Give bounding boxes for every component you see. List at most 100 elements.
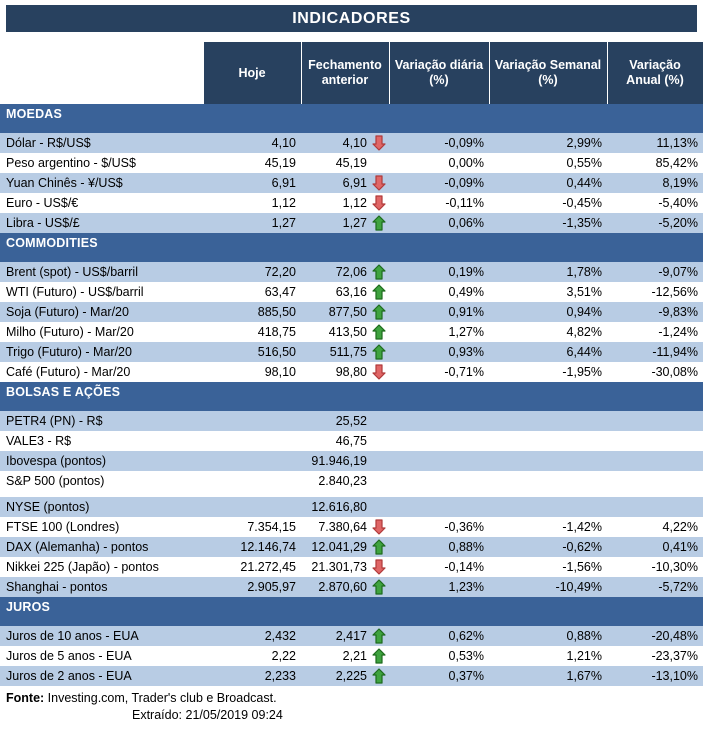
arrow-down-icon bbox=[372, 364, 386, 380]
footer-extracted-value: 21/05/2019 09:24 bbox=[185, 708, 283, 722]
cell-hoje: 1,27 bbox=[203, 213, 301, 233]
table-row[interactable]: Shanghai - pontos 2.905,97 2.870,60 1,23% -1… bbox=[0, 577, 703, 597]
cell-fechamento: 2.870,60 bbox=[301, 577, 389, 597]
cell-variacao-semanal: 1,21% bbox=[566, 649, 602, 663]
cell-variacao-anual bbox=[607, 411, 703, 431]
cell-fechamento: 511,75 bbox=[301, 342, 389, 362]
table-row[interactable]: FTSE 100 (Londres) 7.354,15 7.380,64 -0,36%… bbox=[0, 517, 703, 537]
section-band-pad bbox=[0, 123, 703, 133]
table-row[interactable]: Dólar - R$/US$ 4,10 4,10 -0,09% 2,99% 11,13% bbox=[0, 133, 703, 153]
table-row[interactable]: Café (Futuro) - Mar/20 98,10 98,80 -0,71% -1… bbox=[0, 362, 703, 382]
section-header-juros: JUROS bbox=[0, 597, 703, 616]
cell-variacao-diaria: -0,09% bbox=[389, 173, 489, 193]
footer-source-label: Fonte: bbox=[6, 691, 45, 705]
cell-hoje bbox=[203, 471, 301, 491]
cell-hoje: 4,10 bbox=[203, 133, 301, 153]
header-cell-variacao-semanal: Variação Semanal (%) bbox=[488, 42, 608, 104]
row-label: Soja (Futuro) - Mar/20 bbox=[0, 302, 203, 322]
footer-extracted: Extraído: 21/05/2019 09:24 bbox=[6, 707, 696, 724]
section-band-pad bbox=[0, 401, 703, 411]
table-row[interactable]: Peso argentino - $/US$ 45,19 45,19 0,00% 0,5… bbox=[0, 153, 703, 173]
cell-variacao-semanal: 6,44% bbox=[489, 342, 607, 362]
cell-variacao-anual: -23,37% bbox=[651, 649, 698, 663]
cell-hoje: 2,432 bbox=[203, 626, 301, 646]
row-label: Brent (spot) - US$/barril bbox=[0, 262, 203, 282]
row-label: DAX (Alemanha) - pontos bbox=[0, 537, 203, 557]
cell-variacao-anual: 0,41% bbox=[607, 537, 703, 557]
cell-hoje: 7.354,15 bbox=[247, 520, 296, 534]
cell-fechamento: 12.616,80 bbox=[301, 497, 389, 517]
cell-variacao-anual: -20,48% bbox=[607, 626, 703, 646]
row-label: Libra - US$/£ bbox=[0, 213, 203, 233]
header-cell-variacao-anual: Variação Anual (%) bbox=[606, 42, 703, 104]
table-row[interactable]: Brent (spot) - US$/barril 72,20 72,06 0,19%… bbox=[0, 262, 703, 282]
cell-fechamento: 4,10 bbox=[301, 133, 389, 153]
cell-variacao-semanal bbox=[489, 471, 607, 491]
cell-variacao-semanal: 4,82% bbox=[566, 325, 602, 339]
cell-variacao-anual bbox=[607, 497, 703, 517]
cell-fechamento: 2,417 bbox=[301, 626, 389, 646]
cell-hoje: 2,233 bbox=[203, 666, 301, 686]
table-row[interactable]: Nikkei 225 (Japão) - pontos 21.272,45 21.3… bbox=[0, 557, 703, 577]
row-label: FTSE 100 (Londres) bbox=[6, 520, 120, 534]
table-row[interactable]: Juros de 10 anos - EUA 2,432 2,417 0,62% 0,8… bbox=[0, 626, 703, 646]
cell-fechamento: 21.301,73 bbox=[301, 557, 389, 577]
table-row[interactable]: Yuan Chinês - ¥/US$ 6,91 6,91 -0,09% 0,44% 8,… bbox=[0, 173, 703, 193]
cell-variacao-diaria: 0,19% bbox=[389, 262, 489, 282]
cell-variacao-diaria: 1,27% bbox=[448, 325, 484, 339]
section-header-commodities: COMMODITIES bbox=[0, 233, 703, 252]
table-row[interactable]: VALE3 - R$ 46,75 bbox=[0, 431, 703, 451]
arrow-down-icon bbox=[372, 195, 386, 211]
table-row[interactable]: S&P 500 (pontos) 2.840,23 bbox=[0, 471, 703, 491]
section-label: BOLSAS E AÇÕES bbox=[0, 382, 703, 401]
row-label: VALE3 - R$ bbox=[6, 434, 72, 448]
table-row[interactable]: Juros de 2 anos - EUA 2,233 2,225 0,37% 1,67… bbox=[0, 666, 703, 686]
cell-variacao-anual: -1,24% bbox=[658, 325, 698, 339]
cell-hoje: 45,19 bbox=[264, 156, 296, 170]
cell-variacao-semanal: 0,44% bbox=[489, 173, 607, 193]
table-row[interactable]: Trigo (Futuro) - Mar/20 516,50 511,75 0,93%… bbox=[0, 342, 703, 362]
cell-variacao-anual: 85,42% bbox=[655, 156, 698, 170]
cell-variacao-diaria: -0,36% bbox=[444, 520, 484, 534]
row-label: NYSE (pontos) bbox=[0, 497, 203, 517]
table-row[interactable]: NYSE (pontos) 12.616,80 bbox=[0, 497, 703, 517]
table-row[interactable]: DAX (Alemanha) - pontos 12.146,74 12.041,2… bbox=[0, 537, 703, 557]
arrow-up-icon bbox=[372, 539, 386, 555]
cell-hoje: 418,75 bbox=[257, 325, 296, 339]
row-label: S&P 500 (pontos) bbox=[6, 474, 105, 488]
cell-variacao-anual: -11,94% bbox=[607, 342, 703, 362]
arrow-up-icon bbox=[372, 304, 386, 320]
footer-source-text: Investing.com, Trader's club e Broadcast… bbox=[47, 691, 277, 705]
table-body: Hoje Fechamento anterior Variação diária (… bbox=[0, 42, 703, 686]
cell-variacao-diaria: 0,93% bbox=[389, 342, 489, 362]
cell-variacao-semanal bbox=[489, 451, 607, 471]
table-row[interactable]: Ibovespa (pontos) 91.946,19 bbox=[0, 451, 703, 471]
row-label: WTI (Futuro) - US$/barril bbox=[6, 285, 144, 299]
cell-fechamento: 2,225 bbox=[301, 666, 389, 686]
arrow-down-icon bbox=[372, 135, 386, 151]
cell-variacao-semanal: 0,94% bbox=[489, 302, 607, 322]
header-cell-name bbox=[0, 42, 203, 104]
arrow-down-icon bbox=[372, 175, 386, 191]
cell-variacao-diaria: 0,06% bbox=[389, 213, 489, 233]
table-row[interactable]: Euro - US$/€ 1,12 1,12 -0,11% -0,45% -5,40% bbox=[0, 193, 703, 213]
cell-variacao-semanal bbox=[489, 431, 607, 451]
cell-fechamento: 63,16 bbox=[301, 282, 389, 302]
table-row[interactable]: Juros de 5 anos - EUA 2,22 2,21 0,53% 1,21% -… bbox=[0, 646, 703, 666]
cell-variacao-semanal: 2,99% bbox=[489, 133, 607, 153]
row-label: Juros de 5 anos - EUA bbox=[6, 649, 132, 663]
cell-variacao-semanal: -0,45% bbox=[562, 196, 602, 210]
cell-fechamento: 1,27 bbox=[301, 213, 389, 233]
table-row[interactable]: PETR4 (PN) - R$ 25,52 bbox=[0, 411, 703, 431]
table-row[interactable]: Soja (Futuro) - Mar/20 885,50 877,50 0,91% 0… bbox=[0, 302, 703, 322]
row-label: PETR4 (PN) - R$ bbox=[0, 411, 203, 431]
table-row[interactable]: WTI (Futuro) - US$/barril 63,47 63,16 0,49%… bbox=[0, 282, 703, 302]
cell-variacao-anual bbox=[607, 451, 703, 471]
table-row[interactable]: Milho (Futuro) - Mar/20 418,75 413,50 1,27%… bbox=[0, 322, 703, 342]
table-row[interactable]: Libra - US$/£ 1,27 1,27 0,06% -1,35% -5,20% bbox=[0, 213, 703, 233]
cell-variacao-diaria bbox=[389, 471, 489, 491]
arrow-up-icon bbox=[372, 579, 386, 595]
cell-fechamento: 91.946,19 bbox=[301, 451, 389, 471]
cell-variacao-anual: 11,13% bbox=[607, 133, 703, 153]
